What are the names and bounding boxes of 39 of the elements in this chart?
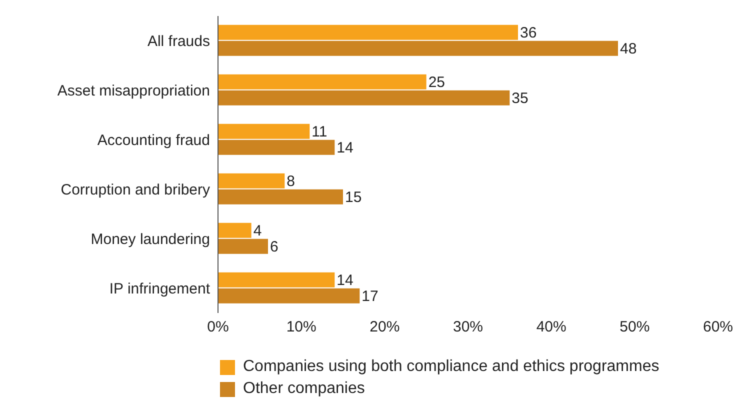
y-tick-label: IP infringement: [109, 280, 211, 298]
data-label: 48: [620, 40, 637, 58]
y-tick-label: All frauds: [147, 33, 210, 50]
x-tick-label: 50%: [620, 318, 650, 336]
data-label: 36: [520, 24, 537, 42]
x-tick-label: 30%: [452, 318, 484, 336]
bar: [218, 40, 618, 56]
data-label: 14: [336, 272, 354, 290]
data-label: 14: [336, 140, 354, 157]
x-tick-label: 20%: [370, 318, 400, 336]
data-label: 17: [362, 288, 378, 306]
data-label: 4: [253, 222, 262, 240]
data-label: 25: [428, 74, 446, 92]
data-label: 35: [512, 90, 528, 108]
bar: [218, 238, 268, 254]
bar: [218, 124, 310, 139]
y-tick-label: Money laundering: [90, 231, 210, 248]
x-tick-label: 0%: [207, 318, 229, 336]
bar: [218, 140, 335, 155]
bar: [218, 90, 510, 106]
bar: [218, 173, 285, 188]
y-tick-label: Corruption and bribery: [60, 182, 210, 199]
legend-label: Other companies: [243, 380, 365, 398]
y-tick-label: Accounting fraud: [97, 132, 210, 150]
bar: [218, 189, 343, 204]
y-tick-label: Asset misappropriation: [57, 82, 210, 100]
x-tick-label: 10%: [286, 318, 316, 336]
data-label: 6: [270, 238, 278, 256]
data-label: 11: [312, 124, 328, 141]
bar: [218, 222, 252, 238]
bar: [218, 288, 360, 304]
bar: [218, 272, 335, 288]
bar: [218, 74, 426, 90]
data-label: 8: [286, 173, 296, 190]
x-tick-label: 40%: [536, 318, 566, 336]
x-tick-label: 60%: [702, 318, 734, 336]
bar: [218, 24, 518, 40]
legend-label: Companies using both compliance and ethics programmes: [243, 358, 660, 376]
data-label: 15: [345, 189, 362, 206]
